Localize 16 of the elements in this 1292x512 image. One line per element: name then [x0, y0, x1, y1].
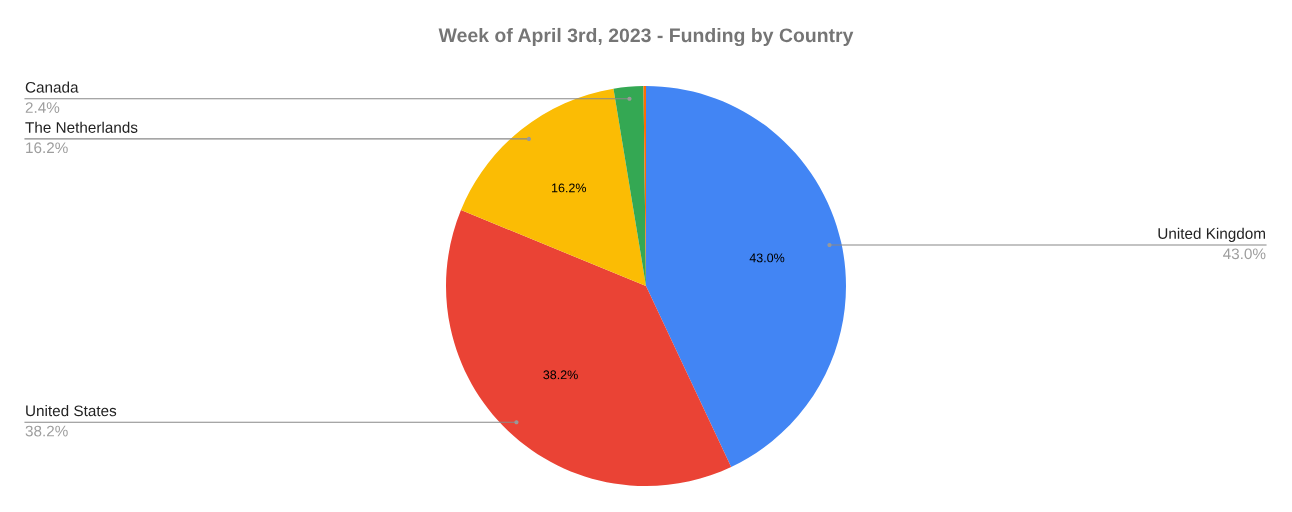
text: 38.2% [25, 425, 68, 437]
slice-label: United Kingdom [1158, 227, 1265, 242]
slice-label: Canada [25, 81, 79, 93]
pie-slice [646, 86, 846, 467]
data-label: 43.0% [749, 253, 785, 263]
slice-label: United States [26, 404, 117, 417]
text: 16.2% [26, 142, 68, 154]
text: 43.0% [1223, 248, 1266, 260]
chart-title: Week of April 3rd, 2023 - Funding by Country [438, 27, 854, 47]
data-label: 16.2% [552, 183, 587, 193]
pie-slice [613, 86, 646, 286]
text: 2.4% [25, 102, 60, 113]
pie-slice [446, 210, 732, 486]
data-label: 38.2% [543, 370, 578, 380]
pie-slice [460, 88, 646, 286]
slice-label: The Netherlands [25, 121, 138, 133]
